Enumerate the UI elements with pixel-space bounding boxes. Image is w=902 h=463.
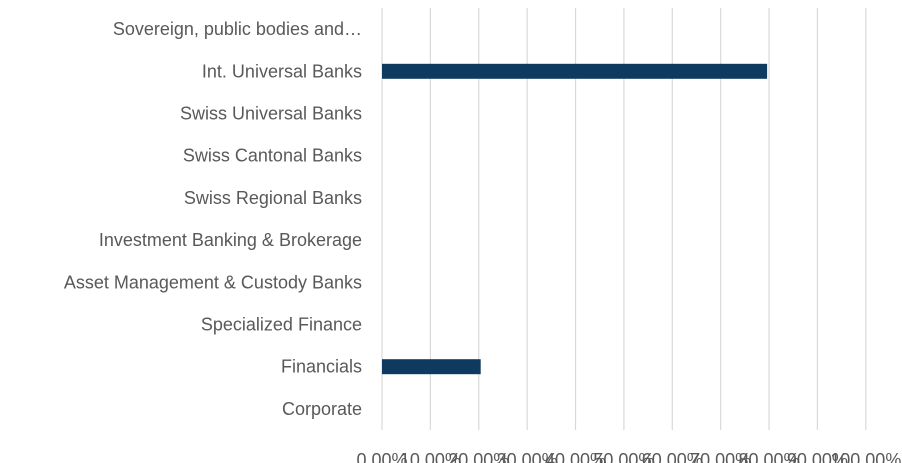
category-label-1: Int. Universal Banks (202, 61, 362, 81)
x-tick-label-6: 60.00% (642, 450, 703, 463)
x-tick-label-10: 100.00% (830, 450, 901, 463)
x-tick-label-7: 70.00% (690, 450, 751, 463)
x-tick-label-0: 0.00% (356, 450, 407, 463)
bar-8 (382, 359, 481, 375)
bar-1 (382, 63, 768, 79)
category-label-0: Sovereign, public bodies and… (113, 19, 362, 39)
category-label-6: Asset Management & Custody Banks (64, 272, 362, 292)
x-tick-label-2: 20.00% (448, 450, 509, 463)
category-label-2: Swiss Universal Banks (180, 104, 362, 124)
x-tick-labels: 0.00%10.00%20.00%30.00%40.00%50.00%60.00… (356, 450, 901, 463)
category-label-9: Corporate (282, 399, 362, 419)
x-tick-label-1: 10.00% (400, 450, 461, 463)
category-label-3: Swiss Cantonal Banks (183, 146, 362, 166)
category-label-8: Financials (281, 357, 362, 377)
category-label-7: Specialized Finance (201, 315, 362, 335)
x-tick-label-4: 40.00% (545, 450, 606, 463)
category-label-5: Investment Banking & Brokerage (99, 230, 362, 250)
x-tick-label-3: 30.00% (497, 450, 558, 463)
bars (382, 63, 768, 375)
category-labels: Sovereign, public bodies and… Int. Univer… (64, 19, 362, 419)
x-tick-label-8: 80.00% (739, 450, 800, 463)
x-tick-label-5: 50.00% (593, 450, 654, 463)
x-tick-label-9: 90.00% (787, 450, 848, 463)
category-label-4: Swiss Regional Banks (184, 188, 362, 208)
